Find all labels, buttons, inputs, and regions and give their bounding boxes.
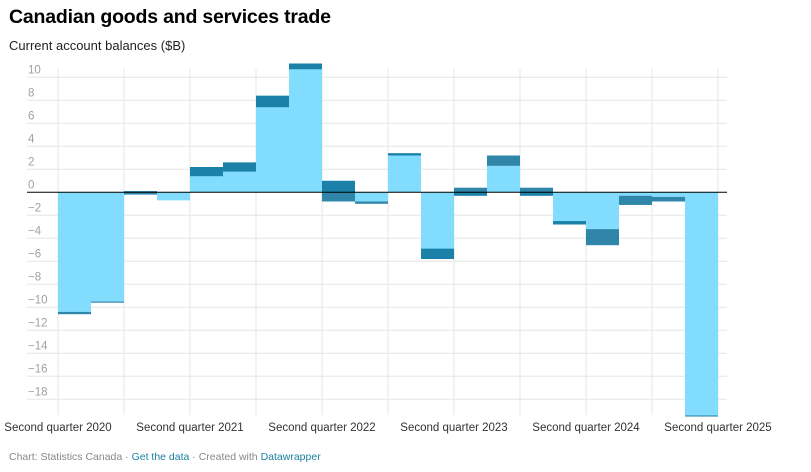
y-tick-label: 8 [28,87,34,99]
y-tick-label: −8 [28,271,41,283]
x-tick-label: Second quarter 2022 [268,422,375,434]
x-tick-label: Second quarter 2021 [136,422,243,434]
footer-separator: · [122,451,132,463]
source-credit: Chart: Statistics Canada [9,451,123,463]
chart-subtitle: Current account balances ($B) [9,38,186,53]
y-tick-label: −14 [28,340,48,352]
area-segment [58,192,91,312]
area-segment [388,153,421,193]
created-with-text: Created with [198,451,261,463]
get-the-data-link[interactable]: Get the data [131,451,190,463]
band-segment [421,248,454,259]
y-tick-label: −16 [28,363,48,375]
area-segment [91,192,124,302]
chart-title: Canadian goods and services trade [9,6,331,28]
area-segment [586,192,619,230]
chart-footer: Chart: Statistics Canada · Get the data … [9,451,321,463]
y-tick-label: −10 [28,294,48,306]
band-segment [322,180,355,202]
y-tick-label: −2 [28,202,41,214]
band-segment [355,201,388,204]
area-segment [553,192,586,225]
area-segment [256,95,289,193]
y-tick-label: 6 [28,110,34,122]
area-segment [619,192,652,196]
band-segment [91,301,124,303]
y-tick-label: 2 [28,156,34,168]
area-segment [421,192,454,259]
x-tick-label: Second quarter 2020 [4,422,111,434]
band-segment [388,153,421,156]
y-tick-label: 10 [28,64,41,76]
band-segment [223,162,256,172]
area-series [58,63,718,416]
area-segment [487,165,520,193]
band-segment [520,187,553,196]
y-tick-label: 0 [28,179,34,191]
band-segment [586,229,619,246]
band-segment [58,311,91,315]
band-series [58,63,718,417]
x-tick-label: Second quarter 2023 [400,422,507,434]
x-tick-label: Second quarter 2024 [532,422,640,434]
band-segment [124,191,157,195]
area-segment [652,192,685,197]
gridlines [27,69,727,415]
footer-separator: · [189,451,199,463]
band-segment [289,63,322,70]
area-segment [289,63,322,193]
band-segment [190,167,223,177]
band-segment [256,95,289,108]
band-segment [553,221,586,225]
datawrapper-link[interactable]: Datawrapper [260,451,321,463]
area-segment [355,192,388,202]
area-segment [157,192,190,201]
y-tick-label: −12 [28,317,48,329]
band-segment [619,195,652,205]
area-segment [685,192,718,416]
band-segment [685,415,718,417]
y-tick-label: −6 [28,248,41,260]
y-tick-label: 4 [28,133,35,145]
band-segment [652,196,685,202]
band-segment [454,187,487,196]
tick-labels: 10 8 6 4 2 0 −2 −4 −6 −8 −10 −12 −14 −16 −18 Second qua… [4,64,771,434]
y-tick-label: −4 [28,225,42,237]
y-tick-label: −18 [28,386,48,398]
band-segment [487,155,520,166]
x-tick-label: Second quarter 2025 [664,422,771,434]
